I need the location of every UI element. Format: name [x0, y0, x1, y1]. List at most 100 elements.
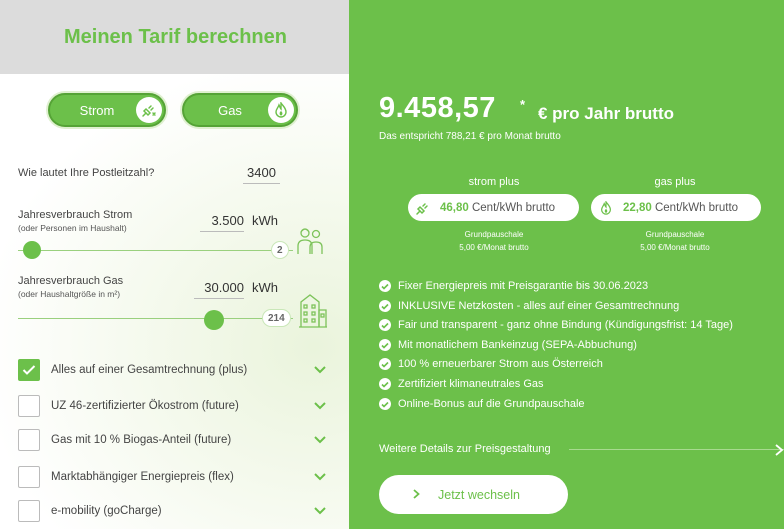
strom-usage-unit: kWh [252, 213, 278, 228]
strom-gp-label: Grundpauschale [464, 230, 524, 239]
feature-text: INKLUSIVE Netzkosten - alles auf einer G… [398, 300, 680, 312]
option-label: UZ 46-zertifizierter Ökostrom (future) [51, 400, 239, 412]
gas-usage-label-text: Jahresverbrauch Gas [18, 275, 124, 287]
strom-usage-input[interactable]: 3.500 [200, 213, 244, 232]
option-oekostrom[interactable]: UZ 46-zertifizierter Ökostrom (future) [18, 393, 328, 419]
strom-slider-thumb[interactable] [23, 241, 42, 259]
strom-toggle[interactable]: Strom [48, 93, 166, 127]
gas-size-badge: 214 [262, 309, 291, 327]
details-divider [569, 449, 784, 450]
gas-slider-track[interactable] [18, 318, 293, 319]
price-details-link[interactable]: Weitere Details zur Preisgestaltung [379, 443, 551, 455]
chevron-down-icon[interactable] [312, 503, 328, 519]
strom-usage-label-text: Jahresverbrauch Strom [18, 209, 133, 221]
check-icon [379, 378, 391, 390]
gas-gp-label: Grundpauschale [645, 230, 705, 239]
option-gesamtrechnung[interactable]: Alles auf einer Gesamtrechnung (plus) [18, 357, 328, 383]
plug-icon [412, 197, 434, 219]
postcode-label: Wie lautet Ihre Postleitzahl? [18, 167, 155, 179]
calculator-title: Meinen Tarif berechnen [63, 25, 287, 48]
switch-now-button[interactable]: Jetzt wechseln [379, 475, 568, 514]
option-biogas[interactable]: Gas mit 10 % Biogas-Anteil (future) [18, 427, 328, 453]
feature-text: Fixer Energiepreis mit Preisgarantie bis… [398, 280, 649, 292]
feature-text: Zertifiziert klimaneutrales Gas [398, 378, 544, 390]
check-icon [379, 398, 391, 410]
flame-icon [595, 197, 617, 219]
strom-tariff-name: strom plus [468, 176, 520, 188]
checkbox-checked[interactable] [18, 359, 40, 381]
gas-usage-label: Jahresverbrauch Gas (oder Haushaltgröße … [18, 275, 123, 301]
option-label: Marktabhängiger Energiepreis (flex) [51, 471, 234, 483]
gas-usage-input[interactable]: 30.000 [194, 280, 244, 299]
checkbox[interactable] [18, 466, 40, 488]
feature-text: Fair und transparent - ganz ohne Bindung… [398, 319, 733, 331]
checkbox[interactable] [18, 500, 40, 522]
price-footnote-marker: * [520, 97, 526, 112]
gas-price-value: 22,80 Cent/kWh brutto [623, 202, 738, 214]
monthly-price-note: Das entspricht 788,21 € pro Monat brutto [379, 131, 561, 142]
chevron-down-icon[interactable] [312, 469, 328, 485]
gas-price-unit: Cent/kWh brutto [654, 201, 739, 214]
strom-price-number: 46,80 [440, 201, 469, 214]
feature-text: Online-Bonus auf die Grundpauschale [398, 398, 585, 410]
switch-now-label: Jetzt wechseln [438, 487, 520, 502]
chevron-down-icon[interactable] [312, 362, 328, 378]
strom-price-pill: 46,80 Cent/kWh brutto [408, 194, 579, 221]
feature-item: INKLUSIVE Netzkosten - alles auf einer G… [379, 300, 679, 312]
feature-text: Mit monatlichem Bankeinzug (SEPA-Abbuchu… [398, 339, 637, 351]
check-icon [379, 319, 391, 331]
arrow-right-icon[interactable] [775, 443, 784, 461]
check-icon [22, 365, 36, 375]
checkbox[interactable] [18, 395, 40, 417]
gas-price-number: 22,80 [623, 201, 652, 214]
check-icon [379, 358, 391, 370]
strom-price-unit: Cent/kWh brutto [471, 201, 556, 214]
calculator-header: Meinen Tarif berechnen [0, 0, 349, 74]
strom-gp-value: 5,00 €/Monat brutto [459, 243, 529, 252]
gas-slider-thumb[interactable] [204, 310, 225, 330]
option-emobility[interactable]: e-mobility (goCharge) [18, 498, 328, 524]
feature-item: Online-Bonus auf die Grundpauschale [379, 398, 585, 410]
feature-item: Zertifiziert klimaneutrales Gas [379, 378, 544, 390]
strom-price-value: 46,80 Cent/kWh brutto [440, 202, 555, 214]
check-icon [379, 300, 391, 312]
gas-toggle-label: Gas [218, 102, 242, 118]
gas-grundpauschale: Grundpauschale 5,00 €/Monat brutto [590, 228, 760, 254]
strom-usage-label: Jahresverbrauch Strom (oder Personen im … [18, 209, 132, 235]
checkbox[interactable] [18, 429, 40, 451]
flame-icon [268, 97, 294, 123]
gas-usage-unit: kWh [252, 280, 278, 295]
tariff-calculator-panel: Meinen Tarif berechnen Strom Gas Wie lau… [0, 0, 349, 529]
option-flex[interactable]: Marktabhängiger Energiepreis (flex) [18, 464, 328, 490]
option-label: Gas mit 10 % Biogas-Anteil (future) [51, 434, 232, 446]
annual-price-unit: € pro Jahr brutto [538, 104, 675, 123]
strom-slider-track[interactable] [18, 250, 293, 251]
strom-grundpauschale: Grundpauschale 5,00 €/Monat brutto [409, 228, 579, 254]
feature-text: 100 % erneuerbarer Strom aus Österreich [398, 358, 603, 370]
strom-persons-badge: 2 [271, 241, 289, 259]
chevron-down-icon[interactable] [312, 432, 328, 448]
gas-tariff-name: gas plus [654, 176, 696, 188]
chevron-right-icon [413, 488, 420, 502]
plug-icon [136, 97, 162, 123]
gas-gp-value: 5,00 €/Monat brutto [640, 243, 710, 252]
strom-usage-sublabel: (oder Personen im Haushalt) [18, 223, 127, 233]
feature-item: Fixer Energiepreis mit Preisgarantie bis… [379, 280, 648, 292]
check-icon [379, 339, 391, 351]
check-icon [379, 280, 391, 292]
persons-icon [296, 225, 324, 260]
gas-price-pill: 22,80 Cent/kWh brutto [591, 194, 761, 221]
strom-toggle-label: Strom [79, 102, 115, 118]
tariff-result-panel: 9.458,57 * € pro Jahr brutto Das entspri… [349, 0, 784, 529]
option-label: Alles auf einer Gesamtrechnung (plus) [51, 364, 248, 376]
postcode-input[interactable]: 3400 [243, 165, 280, 184]
feature-item: Mit monatlichem Bankeinzug (SEPA-Abbuchu… [379, 339, 637, 351]
annual-price: 9.458,57 [379, 92, 496, 124]
chevron-down-icon[interactable] [312, 398, 328, 414]
calculator-background [0, 74, 349, 529]
gas-usage-sublabel: (oder Haushaltgröße in m²) [18, 289, 121, 299]
feature-item: Fair und transparent - ganz ohne Bindung… [379, 319, 733, 331]
feature-item: 100 % erneuerbarer Strom aus Österreich [379, 358, 603, 370]
gas-toggle[interactable]: Gas [182, 93, 298, 127]
house-icon [298, 292, 328, 333]
